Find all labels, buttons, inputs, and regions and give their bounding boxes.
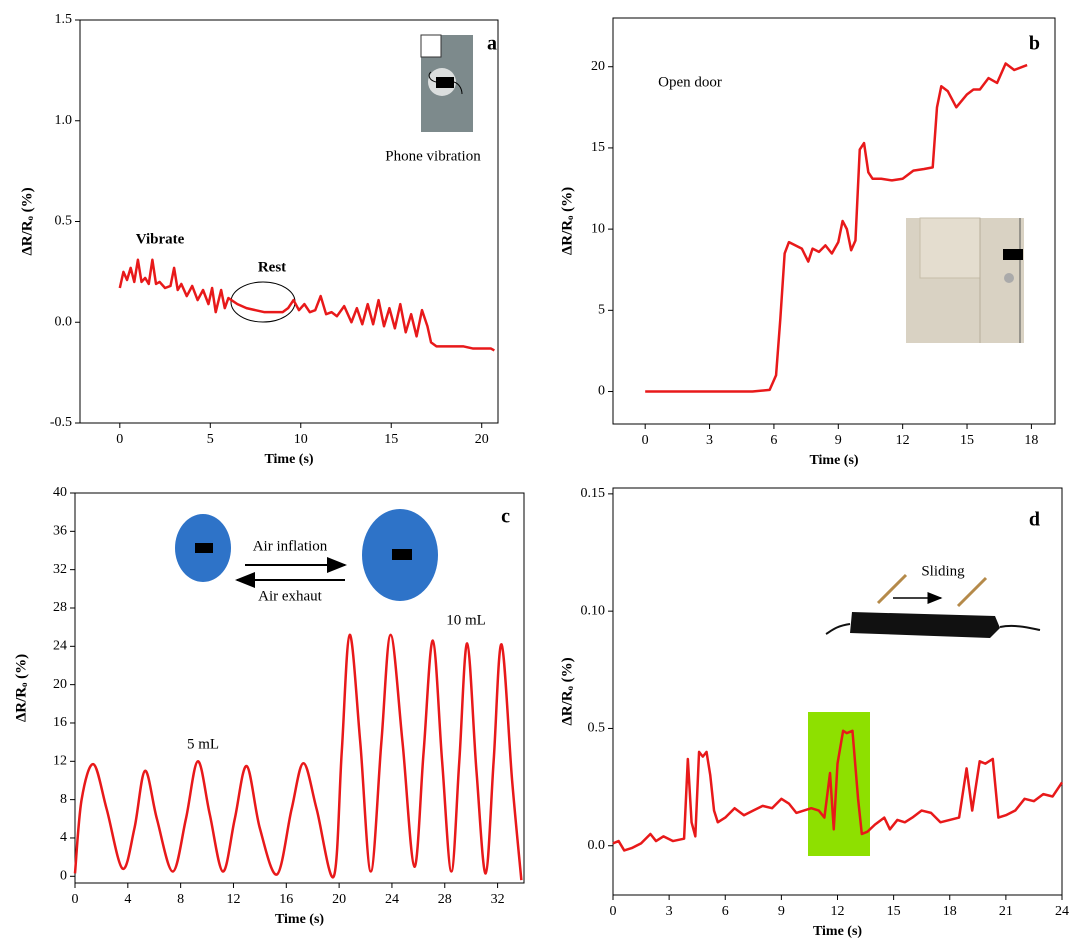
balloon-inset [175, 509, 438, 601]
y-axis-label: ΔR/Rₒ (%) [13, 654, 29, 722]
y-tick-label: -0.5 [50, 415, 72, 430]
y-tick-label: 0 [598, 384, 605, 399]
x-axis-label: Time (s) [813, 924, 862, 939]
x-tick-label: 20 [332, 892, 346, 907]
highlight-box [808, 712, 870, 856]
y-tick-label: 10 [591, 221, 605, 236]
data-line [118, 258, 495, 352]
annotation: Air exhaut [258, 588, 323, 604]
y-axis-label: ΔR/Rₒ (%) [559, 187, 575, 255]
x-tick-label: 0 [642, 433, 649, 448]
y-tick-label: 0.10 [581, 603, 606, 618]
x-tick-label: 28 [438, 892, 452, 907]
phone-inset [420, 34, 473, 132]
annotation: Phone vibration [385, 148, 481, 164]
x-tick-label: 21 [999, 904, 1013, 919]
annotation: 5 mL [187, 736, 219, 752]
x-tick-label: 5 [207, 432, 214, 447]
annotation: Air inflation [253, 538, 328, 554]
y-axis-label: ΔR/Rₒ (%) [559, 657, 575, 725]
y-tick-label: 5 [598, 303, 605, 318]
x-tick-label: 8 [177, 892, 184, 907]
x-tick-label: 32 [491, 892, 505, 907]
x-tick-label: 6 [770, 433, 777, 448]
panel-label: c [501, 506, 510, 528]
x-tick-label: 0 [610, 904, 617, 919]
x-tick-label: 24 [1055, 904, 1069, 919]
x-tick-label: 10 [294, 432, 308, 447]
annotation: 10 mL [446, 612, 486, 628]
plot-frame [74, 492, 525, 884]
data-line [73, 633, 523, 881]
x-tick-label: 12 [226, 892, 240, 907]
y-tick-label: 12 [53, 754, 67, 769]
y-tick-label: 16 [53, 715, 67, 730]
x-tick-label: 18 [943, 904, 957, 919]
x-tick-label: 16 [279, 892, 293, 907]
x-tick-label: 9 [835, 433, 842, 448]
y-tick-label: 20 [53, 677, 67, 692]
y-tick-label: 0.0 [588, 838, 606, 853]
x-axis-label: Time (s) [264, 452, 313, 467]
y-tick-label: 24 [53, 639, 67, 654]
x-tick-label: 9 [778, 904, 785, 919]
y-tick-label: 0.15 [581, 486, 606, 501]
x-tick-label: 4 [124, 892, 131, 907]
y-tick-label: 40 [53, 485, 67, 500]
x-tick-label: 15 [887, 904, 901, 919]
plot-frame [612, 17, 1056, 425]
x-tick-label: 3 [666, 904, 673, 919]
annotation: Open door [658, 74, 722, 90]
y-tick-label: 0.5 [55, 214, 73, 229]
x-tick-label: 6 [722, 904, 729, 919]
x-tick-label: 18 [1024, 433, 1038, 448]
y-tick-label: 1.0 [55, 113, 73, 128]
y-tick-label: 36 [53, 524, 67, 539]
x-axis-label: Time (s) [809, 453, 858, 468]
panel-label: a [487, 33, 497, 55]
annotation: Vibrate [136, 231, 185, 247]
y-tick-label: 0 [60, 869, 67, 884]
panel-label: b [1029, 33, 1040, 55]
x-tick-label: 0 [72, 892, 79, 907]
door-inset [906, 217, 1024, 343]
x-tick-label: 24 [385, 892, 399, 907]
sliding-inset [825, 573, 1041, 638]
x-axis-label: Time (s) [275, 912, 324, 927]
y-tick-label: 0.5 [588, 721, 606, 736]
data-line [645, 62, 1028, 393]
panel-label: d [1029, 509, 1040, 531]
annotation: Sliding [921, 563, 965, 579]
x-tick-label: 20 [475, 432, 489, 447]
annotation: Rest [258, 259, 286, 275]
y-tick-label: 32 [53, 562, 67, 577]
y-tick-label: 1.5 [55, 12, 73, 27]
y-tick-label: 28 [53, 600, 67, 615]
x-tick-label: 0 [116, 432, 123, 447]
y-axis-label: ΔR/Rₒ (%) [19, 187, 35, 255]
y-tick-label: 8 [60, 792, 67, 807]
x-tick-label: 12 [831, 904, 845, 919]
y-tick-label: 0.0 [55, 314, 73, 329]
x-tick-label: 15 [960, 433, 974, 448]
x-tick-label: 3 [706, 433, 713, 448]
y-tick-label: 15 [591, 140, 605, 155]
y-tick-label: 20 [591, 59, 605, 74]
rest-ellipse [230, 281, 296, 323]
x-tick-label: 15 [384, 432, 398, 447]
data-line [612, 729, 1064, 852]
x-tick-label: 12 [896, 433, 910, 448]
y-tick-label: 4 [60, 830, 67, 845]
